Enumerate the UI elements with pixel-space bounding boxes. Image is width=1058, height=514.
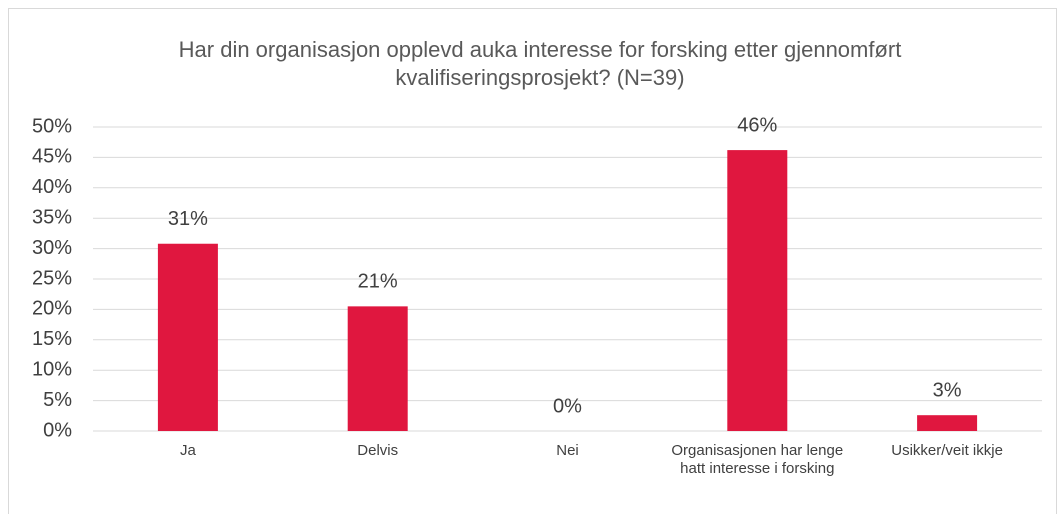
x-tick-label: Usikker/veit ikkje <box>891 442 1003 459</box>
x-tick-label: Nei <box>556 442 579 459</box>
y-tick-label: 45% <box>32 146 72 168</box>
y-tick-label: 5% <box>43 389 72 411</box>
y-tick-label: 15% <box>32 328 72 350</box>
y-tick-label: 25% <box>32 267 72 289</box>
y-tick-label: 0% <box>43 419 72 441</box>
data-label: 3% <box>933 379 962 401</box>
x-tick-label: Delvis <box>357 442 399 459</box>
bar <box>917 415 978 431</box>
data-label: 0% <box>553 395 582 417</box>
y-tick-label: 10% <box>32 358 72 380</box>
y-tick-label: 20% <box>32 298 72 320</box>
x-tick-label: Organisasjonen har lenge hatt interesse … <box>671 442 844 477</box>
y-tick-label: 40% <box>32 176 72 198</box>
y-tick-label: 30% <box>32 237 72 259</box>
chart-title: Har din organisasjon opplevd auka intere… <box>178 37 902 90</box>
x-tick-label: Ja <box>179 442 196 459</box>
data-label: 46% <box>737 114 777 136</box>
data-label: 31% <box>168 208 208 230</box>
y-tick-label: 35% <box>32 206 72 228</box>
bar <box>347 306 408 431</box>
data-label: 21% <box>358 271 398 293</box>
bar <box>157 243 218 431</box>
y-tick-label: 50% <box>32 115 72 137</box>
bar <box>727 150 788 431</box>
chart-border <box>8 8 1057 514</box>
